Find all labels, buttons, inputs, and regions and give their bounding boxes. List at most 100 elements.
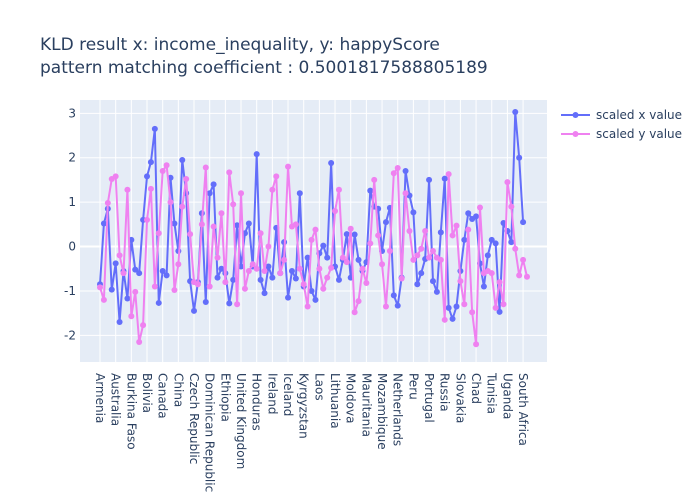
data-point[interactable] [296, 265, 303, 272]
data-point[interactable] [230, 276, 237, 283]
data-point[interactable] [210, 223, 217, 230]
data-point[interactable] [461, 236, 468, 243]
data-point[interactable] [492, 304, 499, 311]
data-point[interactable] [335, 186, 342, 193]
data-point[interactable] [175, 261, 182, 268]
data-point[interactable] [132, 288, 139, 295]
data-point[interactable] [320, 285, 327, 292]
data-point[interactable] [426, 176, 433, 183]
data-point[interactable] [132, 266, 139, 273]
data-point[interactable] [465, 210, 472, 217]
data-point[interactable] [520, 219, 527, 226]
data-point[interactable] [116, 319, 123, 326]
data-point[interactable] [367, 187, 374, 194]
data-point[interactable] [386, 247, 393, 254]
data-point[interactable] [171, 220, 178, 227]
data-point[interactable] [214, 254, 221, 261]
data-point[interactable] [367, 240, 374, 247]
data-point[interactable] [245, 267, 252, 274]
data-point[interactable] [269, 186, 276, 193]
data-point[interactable] [202, 164, 209, 171]
data-point[interactable] [488, 270, 495, 277]
data-point[interactable] [292, 221, 299, 228]
data-point[interactable] [328, 160, 335, 167]
data-point[interactable] [351, 309, 358, 316]
data-point[interactable] [120, 270, 127, 277]
data-point[interactable] [512, 108, 519, 115]
data-point[interactable] [253, 265, 260, 272]
data-point[interactable] [226, 300, 233, 307]
data-point[interactable] [206, 190, 213, 197]
data-point[interactable] [316, 265, 323, 272]
data-point[interactable] [308, 236, 315, 243]
data-point[interactable] [312, 296, 319, 303]
data-point[interactable] [453, 303, 460, 310]
data-point[interactable] [469, 309, 476, 316]
data-point[interactable] [179, 156, 186, 163]
data-point[interactable] [265, 243, 272, 250]
data-point[interactable] [261, 267, 268, 274]
data-point[interactable] [418, 270, 425, 277]
data-point[interactable] [461, 301, 468, 308]
data-point[interactable] [300, 281, 307, 288]
data-point[interactable] [304, 254, 311, 261]
data-point[interactable] [516, 154, 523, 161]
data-point[interactable] [379, 261, 386, 268]
data-point[interactable] [147, 159, 154, 166]
data-point[interactable] [218, 210, 225, 217]
data-point[interactable] [390, 170, 397, 177]
data-point[interactable] [214, 274, 221, 281]
data-point[interactable] [210, 181, 217, 188]
data-point[interactable] [151, 125, 158, 132]
data-point[interactable] [504, 179, 511, 186]
data-point[interactable] [112, 260, 119, 267]
data-point[interactable] [163, 272, 170, 279]
data-point[interactable] [206, 283, 213, 290]
data-point[interactable] [473, 213, 480, 220]
data-point[interactable] [437, 229, 444, 236]
data-point[interactable] [394, 302, 401, 309]
data-point[interactable] [441, 316, 448, 323]
data-point[interactable] [476, 204, 483, 211]
data-point[interactable] [241, 285, 248, 292]
data-point[interactable] [473, 341, 480, 348]
data-point[interactable] [343, 259, 350, 266]
data-point[interactable] [496, 308, 503, 315]
data-point[interactable] [429, 247, 436, 254]
data-point[interactable] [347, 225, 354, 232]
data-point[interactable] [410, 209, 417, 216]
data-point[interactable] [465, 226, 472, 233]
data-point[interactable] [429, 278, 436, 285]
data-point[interactable] [414, 252, 421, 259]
data-point[interactable] [445, 304, 452, 311]
legend-item[interactable]: scaled x value [561, 108, 682, 122]
data-point[interactable] [382, 219, 389, 226]
data-point[interactable] [144, 216, 151, 223]
data-point[interactable] [273, 173, 280, 180]
data-point[interactable] [508, 203, 515, 210]
data-point[interactable] [218, 265, 225, 272]
data-point[interactable] [445, 171, 452, 178]
data-point[interactable] [480, 283, 487, 290]
data-point[interactable] [140, 322, 147, 329]
data-point[interactable] [104, 200, 111, 207]
data-point[interactable] [159, 267, 166, 274]
data-point[interactable] [155, 299, 162, 306]
data-point[interactable] [512, 245, 519, 252]
data-point[interactable] [308, 287, 315, 294]
data-point[interactable] [151, 283, 158, 290]
data-point[interactable] [285, 163, 292, 170]
data-point[interactable] [304, 303, 311, 310]
data-point[interactable] [97, 284, 103, 291]
data-point[interactable] [167, 199, 174, 206]
data-point[interactable] [296, 190, 303, 197]
data-point[interactable] [441, 175, 448, 182]
data-point[interactable] [277, 270, 284, 277]
data-point[interactable] [516, 272, 523, 279]
data-point[interactable] [488, 236, 495, 243]
data-point[interactable] [136, 270, 143, 277]
data-point[interactable] [124, 295, 131, 302]
data-point[interactable] [100, 296, 107, 303]
data-point[interactable] [524, 273, 530, 280]
data-point[interactable] [144, 173, 151, 180]
